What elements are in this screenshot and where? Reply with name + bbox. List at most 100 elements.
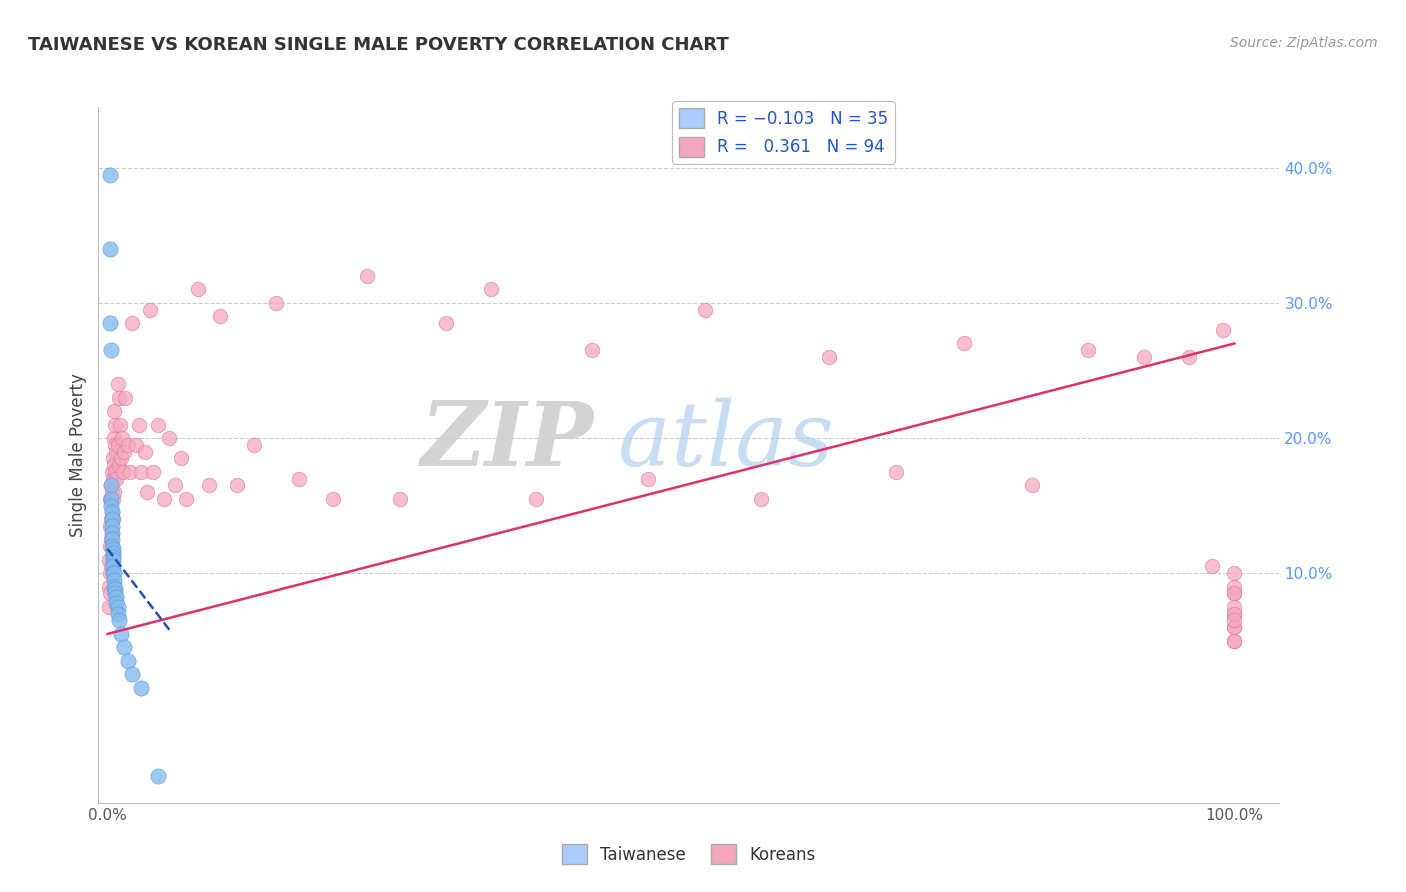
Point [101,451,124,466]
Point [101,512,124,526]
Point [98,586,121,600]
Point [118,465,141,479]
Point [187,282,209,296]
Point [98,316,121,330]
Point [101,541,124,556]
Point [101,559,124,574]
Text: Source: ZipAtlas.com: Source: ZipAtlas.com [1230,36,1378,50]
Point [105,596,128,610]
Point [1201,559,1223,574]
Point [146,769,169,783]
Point [266,296,288,310]
Point [288,472,311,486]
Point [107,599,129,614]
Point [100,478,122,492]
Point [101,525,124,540]
Text: atlas: atlas [619,398,834,484]
Point [107,458,129,472]
Point [637,472,659,486]
Point [434,316,457,330]
Point [1212,323,1234,337]
Point [1223,620,1246,634]
Point [114,391,136,405]
Point [389,491,412,506]
Point [103,566,125,581]
Point [129,681,152,695]
Point [101,546,124,560]
Point [104,586,127,600]
Point [1223,580,1246,594]
Point [104,438,127,452]
Point [693,302,716,317]
Point [101,472,124,486]
Point [1223,586,1246,600]
Point [1133,350,1156,364]
Point [103,485,125,500]
Point [101,539,124,553]
Point [117,654,139,668]
Point [107,391,129,405]
Point [112,465,135,479]
Point [100,491,122,506]
Point [105,472,128,486]
Point [121,667,143,681]
Point [110,627,132,641]
Text: TAIWANESE VS KOREAN SINGLE MALE POVERTY CORRELATION CHART: TAIWANESE VS KOREAN SINGLE MALE POVERTY … [28,36,728,54]
Point [1223,633,1246,648]
Point [100,478,122,492]
Point [139,302,162,317]
Point [100,491,122,506]
Point [322,491,344,506]
Point [101,549,124,564]
Point [103,580,125,594]
Point [105,591,128,605]
Text: ZIP: ZIP [420,398,595,484]
Point [104,465,127,479]
Point [1077,343,1099,358]
Point [100,343,122,358]
Point [101,485,124,500]
Point [581,343,603,358]
Point [97,580,120,594]
Point [170,451,193,466]
Point [107,376,129,391]
Point [128,417,150,432]
Point [152,491,174,506]
Point [135,485,157,500]
Point [112,640,135,655]
Point [101,512,124,526]
Point [117,438,139,452]
Point [953,336,976,351]
Point [101,465,124,479]
Point [98,566,121,581]
Point [101,505,124,519]
Point [524,491,547,506]
Point [100,499,122,513]
Point [107,607,129,621]
Point [100,559,122,574]
Point [198,478,221,492]
Point [98,539,121,553]
Point [110,451,132,466]
Y-axis label: Single Male Poverty: Single Male Poverty [69,373,87,537]
Point [209,310,232,324]
Point [97,599,120,614]
Point [101,552,124,566]
Point [165,478,187,492]
Point [101,566,124,581]
Point [103,458,125,472]
Legend: Taiwanese, Koreans: Taiwanese, Koreans [555,838,823,871]
Point [1178,350,1201,364]
Point [141,465,163,479]
Point [103,573,125,587]
Point [176,491,198,506]
Point [98,168,121,182]
Point [101,491,124,506]
Point [103,431,125,445]
Point [124,438,146,452]
Point [749,491,772,506]
Point [112,444,135,458]
Point [356,268,378,283]
Point [1223,614,1246,628]
Point [104,582,127,597]
